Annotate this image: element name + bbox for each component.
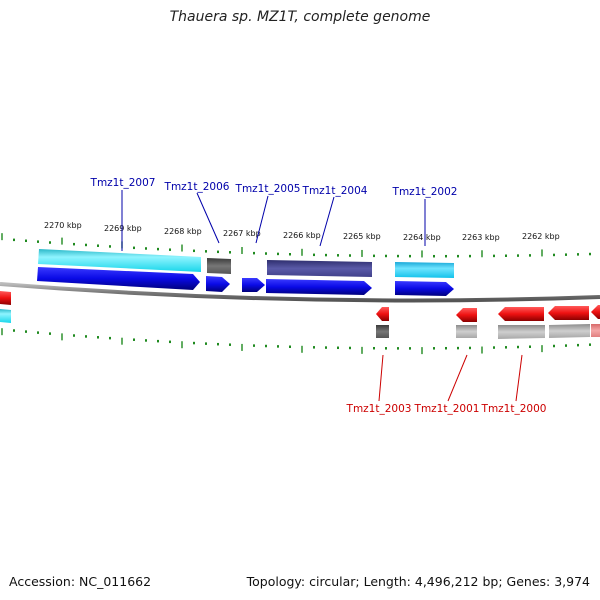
leader-line-2003	[378, 354, 384, 402]
reverse-cds-arrows[interactable]	[0, 291, 600, 322]
gene-feature-2003[interactable]	[376, 325, 389, 338]
scale-label-2262: 2262 kbp	[522, 232, 560, 241]
gene-label-2002[interactable]: Tmz1t_2002	[392, 186, 458, 198]
scale-label-2266: 2266 kbp	[283, 231, 321, 240]
cds-arrow-2007[interactable]	[37, 267, 200, 290]
scale-label-2269: 2269 kbp	[104, 224, 142, 233]
cds-arrow-left-edge[interactable]	[0, 291, 11, 305]
scale-ticks-inner	[1, 328, 591, 355]
forward-cds-arrows[interactable]	[37, 267, 454, 296]
genome-summary-text: Topology: circular; Length: 4,496,212 bp…	[246, 574, 590, 589]
reverse-gene-labels: Tmz1t_2003 Tmz1t_2001 Tmz1t_2000	[346, 403, 547, 415]
scale-label-2265: 2265 kbp	[343, 232, 381, 241]
gene-feature-right-edge[interactable]	[591, 324, 600, 337]
gene-feature-2006[interactable]	[207, 258, 231, 274]
gene-feature-left-edge[interactable]	[0, 309, 11, 323]
scale-label-2267: 2267 kbp	[223, 229, 261, 238]
cds-arrow-2000[interactable]	[498, 307, 544, 321]
scale-label-2264: 2264 kbp	[403, 233, 441, 242]
cds-arrow-2001[interactable]	[456, 308, 477, 322]
scale-labels: 2270 kbp 2269 kbp 2268 kbp 2267 kbp 2266…	[44, 221, 560, 242]
leader-line-2000	[515, 354, 523, 402]
leader-line-2005	[255, 195, 269, 244]
leader-line-2006	[196, 192, 220, 244]
genome-backbone	[0, 282, 600, 303]
gene-feature-2004[interactable]	[267, 260, 372, 277]
gene-feature-2007[interactable]	[38, 249, 201, 272]
gene-feature-2000b[interactable]	[549, 324, 590, 338]
cds-arrow-2000b[interactable]	[548, 306, 589, 320]
gene-feature-2001[interactable]	[456, 325, 477, 338]
leader-line-2004	[319, 196, 335, 247]
gene-label-2006[interactable]: Tmz1t_2006	[164, 181, 230, 193]
cds-arrow-2002[interactable]	[395, 281, 454, 296]
genome-title: Thauera sp. MZ1T, complete genome	[169, 9, 431, 25]
gene-label-2003[interactable]: Tmz1t_2003	[346, 403, 412, 415]
cds-arrow-2005[interactable]	[242, 278, 265, 292]
gene-label-2007[interactable]: Tmz1t_2007	[90, 177, 156, 189]
gene-label-2000[interactable]: Tmz1t_2000	[481, 403, 547, 415]
cds-arrow-2004[interactable]	[266, 279, 372, 295]
scale-label-2268: 2268 kbp	[164, 227, 202, 236]
accession-text: Accession: NC_011662	[9, 574, 152, 589]
forward-gene-features[interactable]	[38, 249, 454, 278]
forward-gene-labels: Tmz1t_2007 Tmz1t_2006 Tmz1t_2005 Tmz1t_2…	[90, 177, 458, 198]
leader-line-2001	[447, 354, 468, 402]
gene-feature-2000[interactable]	[498, 325, 545, 339]
scale-label-2270: 2270 kbp	[44, 221, 82, 230]
gene-label-2001[interactable]: Tmz1t_2001	[414, 403, 480, 415]
cds-arrow-2006[interactable]	[206, 276, 230, 292]
scale-label-2263: 2263 kbp	[462, 233, 500, 242]
label-leader-lines	[121, 190, 523, 402]
gene-label-2005[interactable]: Tmz1t_2005	[235, 183, 301, 195]
cds-arrow-right-edge[interactable]	[591, 305, 600, 319]
gene-feature-2002[interactable]	[395, 262, 454, 278]
gene-label-2004[interactable]: Tmz1t_2004	[302, 185, 368, 197]
reverse-gene-features[interactable]	[0, 309, 600, 339]
cds-arrow-2003[interactable]	[376, 307, 389, 321]
